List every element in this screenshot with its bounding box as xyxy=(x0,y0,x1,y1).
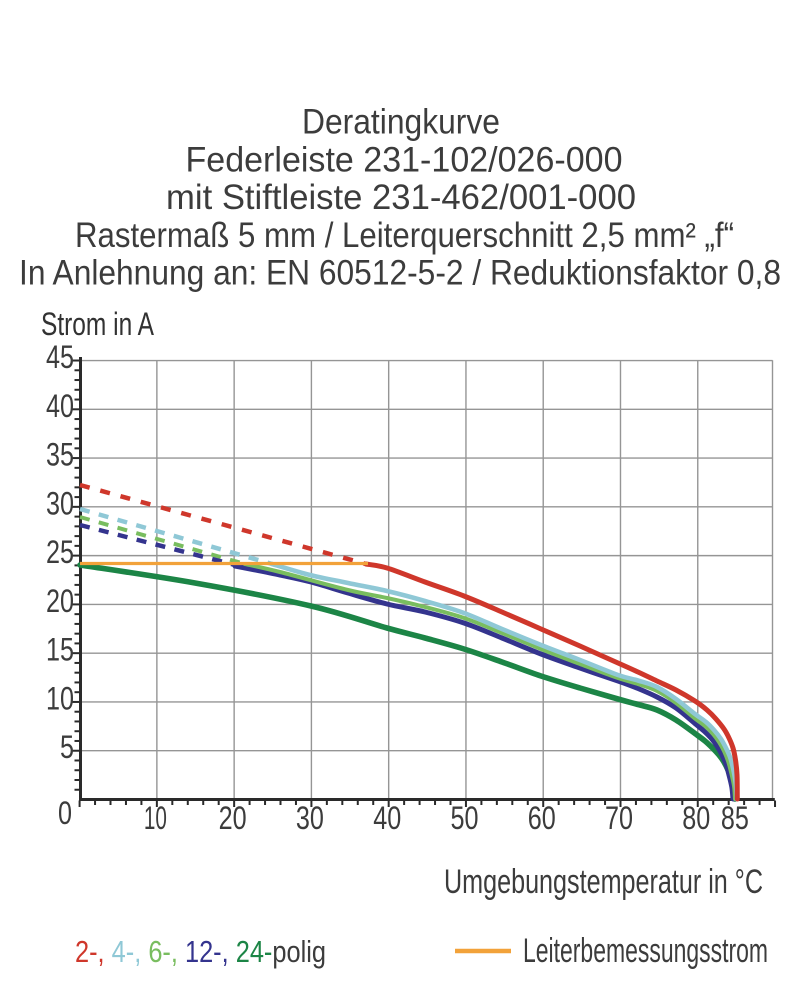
svg-text:Strom in A: Strom in A xyxy=(41,306,155,342)
svg-text:10: 10 xyxy=(46,681,74,717)
svg-text:70: 70 xyxy=(605,800,633,836)
svg-text:50: 50 xyxy=(451,800,479,836)
svg-text:30: 30 xyxy=(46,485,74,521)
svg-text:25: 25 xyxy=(46,534,74,570)
svg-text:40: 40 xyxy=(373,800,401,836)
svg-text:85: 85 xyxy=(721,800,749,836)
svg-text:Leiterbemessungsstrom: Leiterbemessungsstrom xyxy=(523,932,768,970)
svg-text:10: 10 xyxy=(144,800,167,836)
svg-text:Federleiste 231-102/026-000: Federleiste 231-102/026-000 xyxy=(186,140,623,179)
svg-text:Rastermaß 5 mm / Leiterquersch: Rastermaß 5 mm / Leiterquerschnitt 2,5 m… xyxy=(75,216,734,255)
svg-text:60: 60 xyxy=(528,800,556,836)
svg-text:30: 30 xyxy=(296,800,324,836)
svg-text:2-, 4-, 6-, 12-, 24-polig: 2-, 4-, 6-, 12-, 24-polig xyxy=(75,934,326,969)
svg-text:In Anlehnung an: EN 60512-5-2: In Anlehnung an: EN 60512-5-2 / Reduktio… xyxy=(19,254,781,293)
svg-text:40: 40 xyxy=(46,388,74,424)
svg-text:20: 20 xyxy=(219,800,247,836)
svg-text:Deratingkurve: Deratingkurve xyxy=(302,103,500,142)
svg-text:Umgebungstemperatur in °C: Umgebungstemperatur in °C xyxy=(444,863,763,901)
svg-text:0: 0 xyxy=(58,795,72,831)
svg-text:45: 45 xyxy=(46,339,74,375)
svg-text:5: 5 xyxy=(60,729,74,765)
svg-text:mit Stiftleiste 231-462/001-00: mit Stiftleiste 231-462/001-000 xyxy=(166,178,636,217)
svg-text:35: 35 xyxy=(46,437,74,473)
svg-text:15: 15 xyxy=(46,632,74,668)
svg-text:20: 20 xyxy=(46,583,74,619)
svg-text:80: 80 xyxy=(682,800,710,836)
